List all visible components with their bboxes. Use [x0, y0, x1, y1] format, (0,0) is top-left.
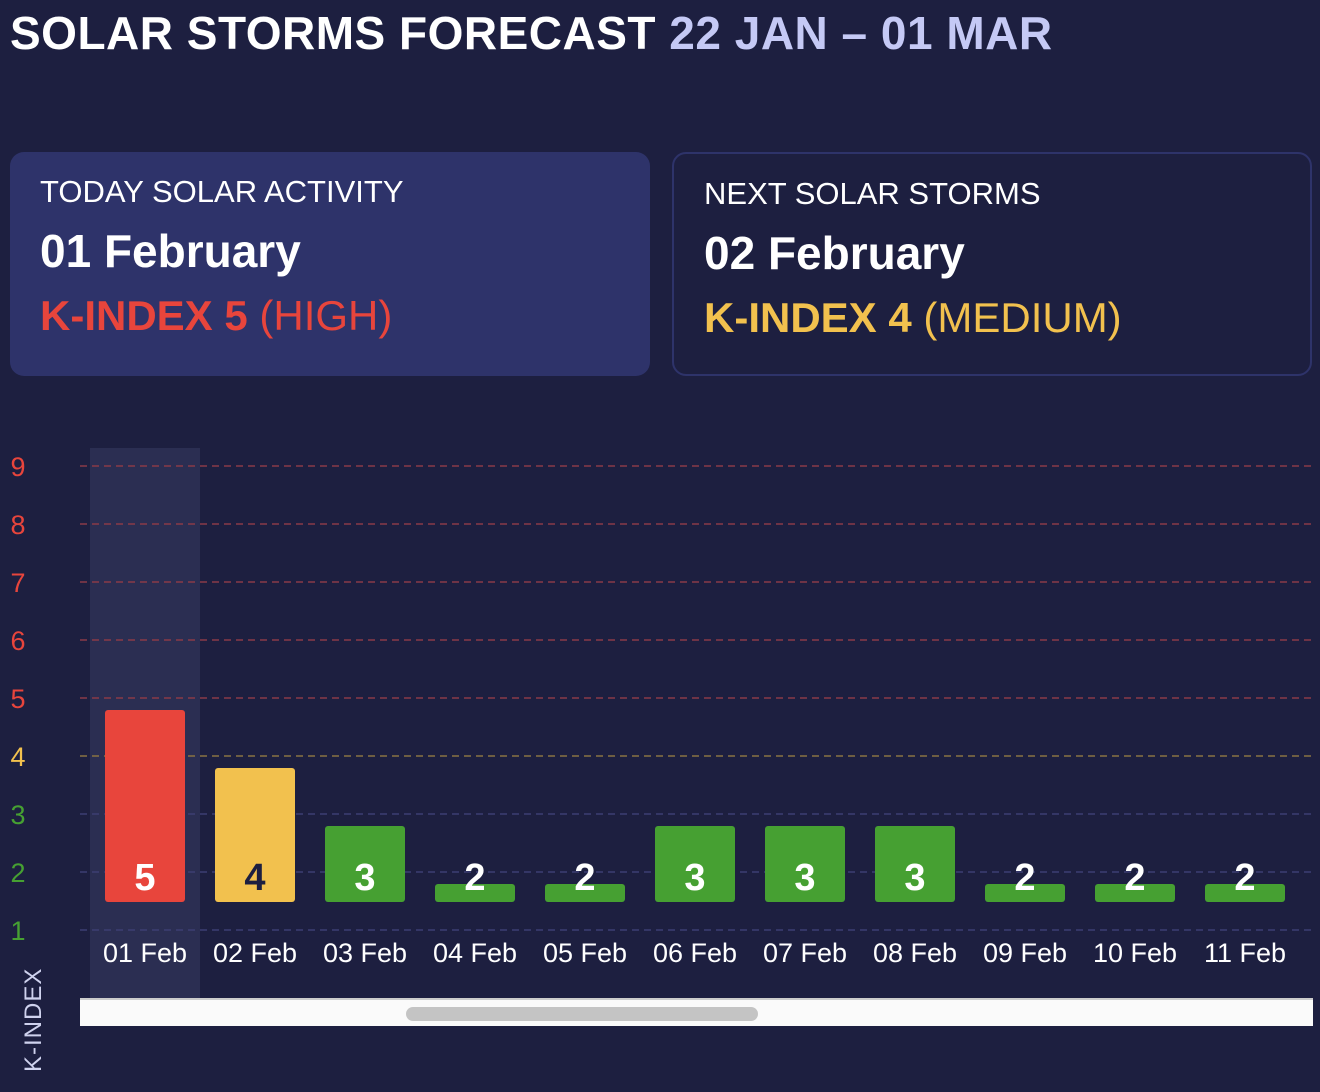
bar-7	[765, 826, 845, 902]
y-tick-8: 8	[10, 510, 25, 540]
y-tick-2: 2	[10, 858, 25, 888]
date-range: 22 JAN – 01 MAR	[669, 7, 1053, 59]
scrollbar-thumb[interactable]	[406, 1007, 758, 1021]
next-card-label: NEXT SOLAR STORMS	[704, 176, 1041, 211]
bar-value-label: 3	[684, 857, 705, 899]
y-tick-7: 7	[10, 568, 25, 598]
bar-value-label: 2	[464, 857, 485, 899]
x-tick-label: 11 Feb	[1204, 938, 1286, 968]
bar-5	[545, 884, 625, 902]
page-title: SOLAR STORMS FORECAST 22 JAN – 01 MAR	[10, 6, 1053, 60]
y-tick-3: 3	[10, 800, 25, 830]
bar-value-label: 3	[794, 857, 815, 899]
bar-8	[875, 826, 955, 902]
bar-3	[325, 826, 405, 902]
y-tick-9: 9	[10, 452, 25, 482]
bar-9	[985, 884, 1065, 902]
today-card-date: 01 February	[40, 225, 301, 277]
today-card-kindex: K-INDEX 5 (HIGH)	[40, 292, 620, 340]
horizontal-scrollbar[interactable]	[80, 998, 1313, 1026]
today-activity-card: TODAY SOLAR ACTIVITY 01 February K-INDEX…	[10, 152, 650, 376]
bar-value-label: 3	[354, 857, 375, 899]
kindex-bar-chart: 1 2 3 4 5 6 7 8 9 5 01 Feb 4 02 Feb 3 03 Feb 2 04 Feb 2 05…	[10, 448, 1313, 998]
y-tick-5: 5	[10, 684, 25, 714]
y-axis-label: K-INDEX	[20, 967, 47, 1072]
next-card-date: 02 February	[704, 227, 965, 279]
x-tick-label: 08 Feb	[873, 938, 957, 968]
bar-value-label: 5	[134, 857, 155, 899]
bar-1	[105, 710, 185, 902]
x-tick-label: 01 Feb	[103, 938, 187, 968]
bar-value-label: 2	[1234, 857, 1255, 899]
next-storms-card: NEXT SOLAR STORMS 02 February K-INDEX 4 …	[672, 152, 1312, 376]
x-tick-label: 07 Feb	[763, 938, 847, 968]
x-tick-label: 04 Feb	[433, 938, 517, 968]
next-kindex-level: (MEDIUM)	[923, 294, 1122, 341]
x-tick-label: 05 Feb	[543, 938, 627, 968]
next-card-kindex: K-INDEX 4 (MEDIUM)	[704, 294, 1280, 342]
bar-2	[215, 768, 295, 902]
bar-value-label: 2	[574, 857, 595, 899]
today-kindex-level: (HIGH)	[259, 292, 393, 339]
bar-10	[1095, 884, 1175, 902]
bar-value-label: 4	[244, 857, 265, 899]
today-kindex-value: K-INDEX 5	[40, 292, 248, 339]
x-tick-label: 09 Feb	[983, 938, 1067, 968]
bar-4	[435, 884, 515, 902]
x-tick-label: 03 Feb	[323, 938, 407, 968]
x-tick-label: 10 Feb	[1093, 938, 1177, 968]
next-kindex-value: K-INDEX 4	[704, 294, 912, 341]
bar-value-label: 2	[1014, 857, 1035, 899]
y-tick-4: 4	[10, 742, 25, 772]
x-tick-label: 02 Feb	[213, 938, 297, 968]
title-text: SOLAR STORMS FORECAST	[10, 7, 657, 59]
y-tick-1: 1	[10, 916, 25, 946]
bar-6	[655, 826, 735, 902]
today-card-label: TODAY SOLAR ACTIVITY	[40, 174, 404, 209]
x-tick-label: 06 Feb	[653, 938, 737, 968]
y-tick-6: 6	[10, 626, 25, 656]
bar-11	[1205, 884, 1285, 902]
bar-value-label: 2	[1124, 857, 1145, 899]
bar-value-label: 3	[904, 857, 925, 899]
